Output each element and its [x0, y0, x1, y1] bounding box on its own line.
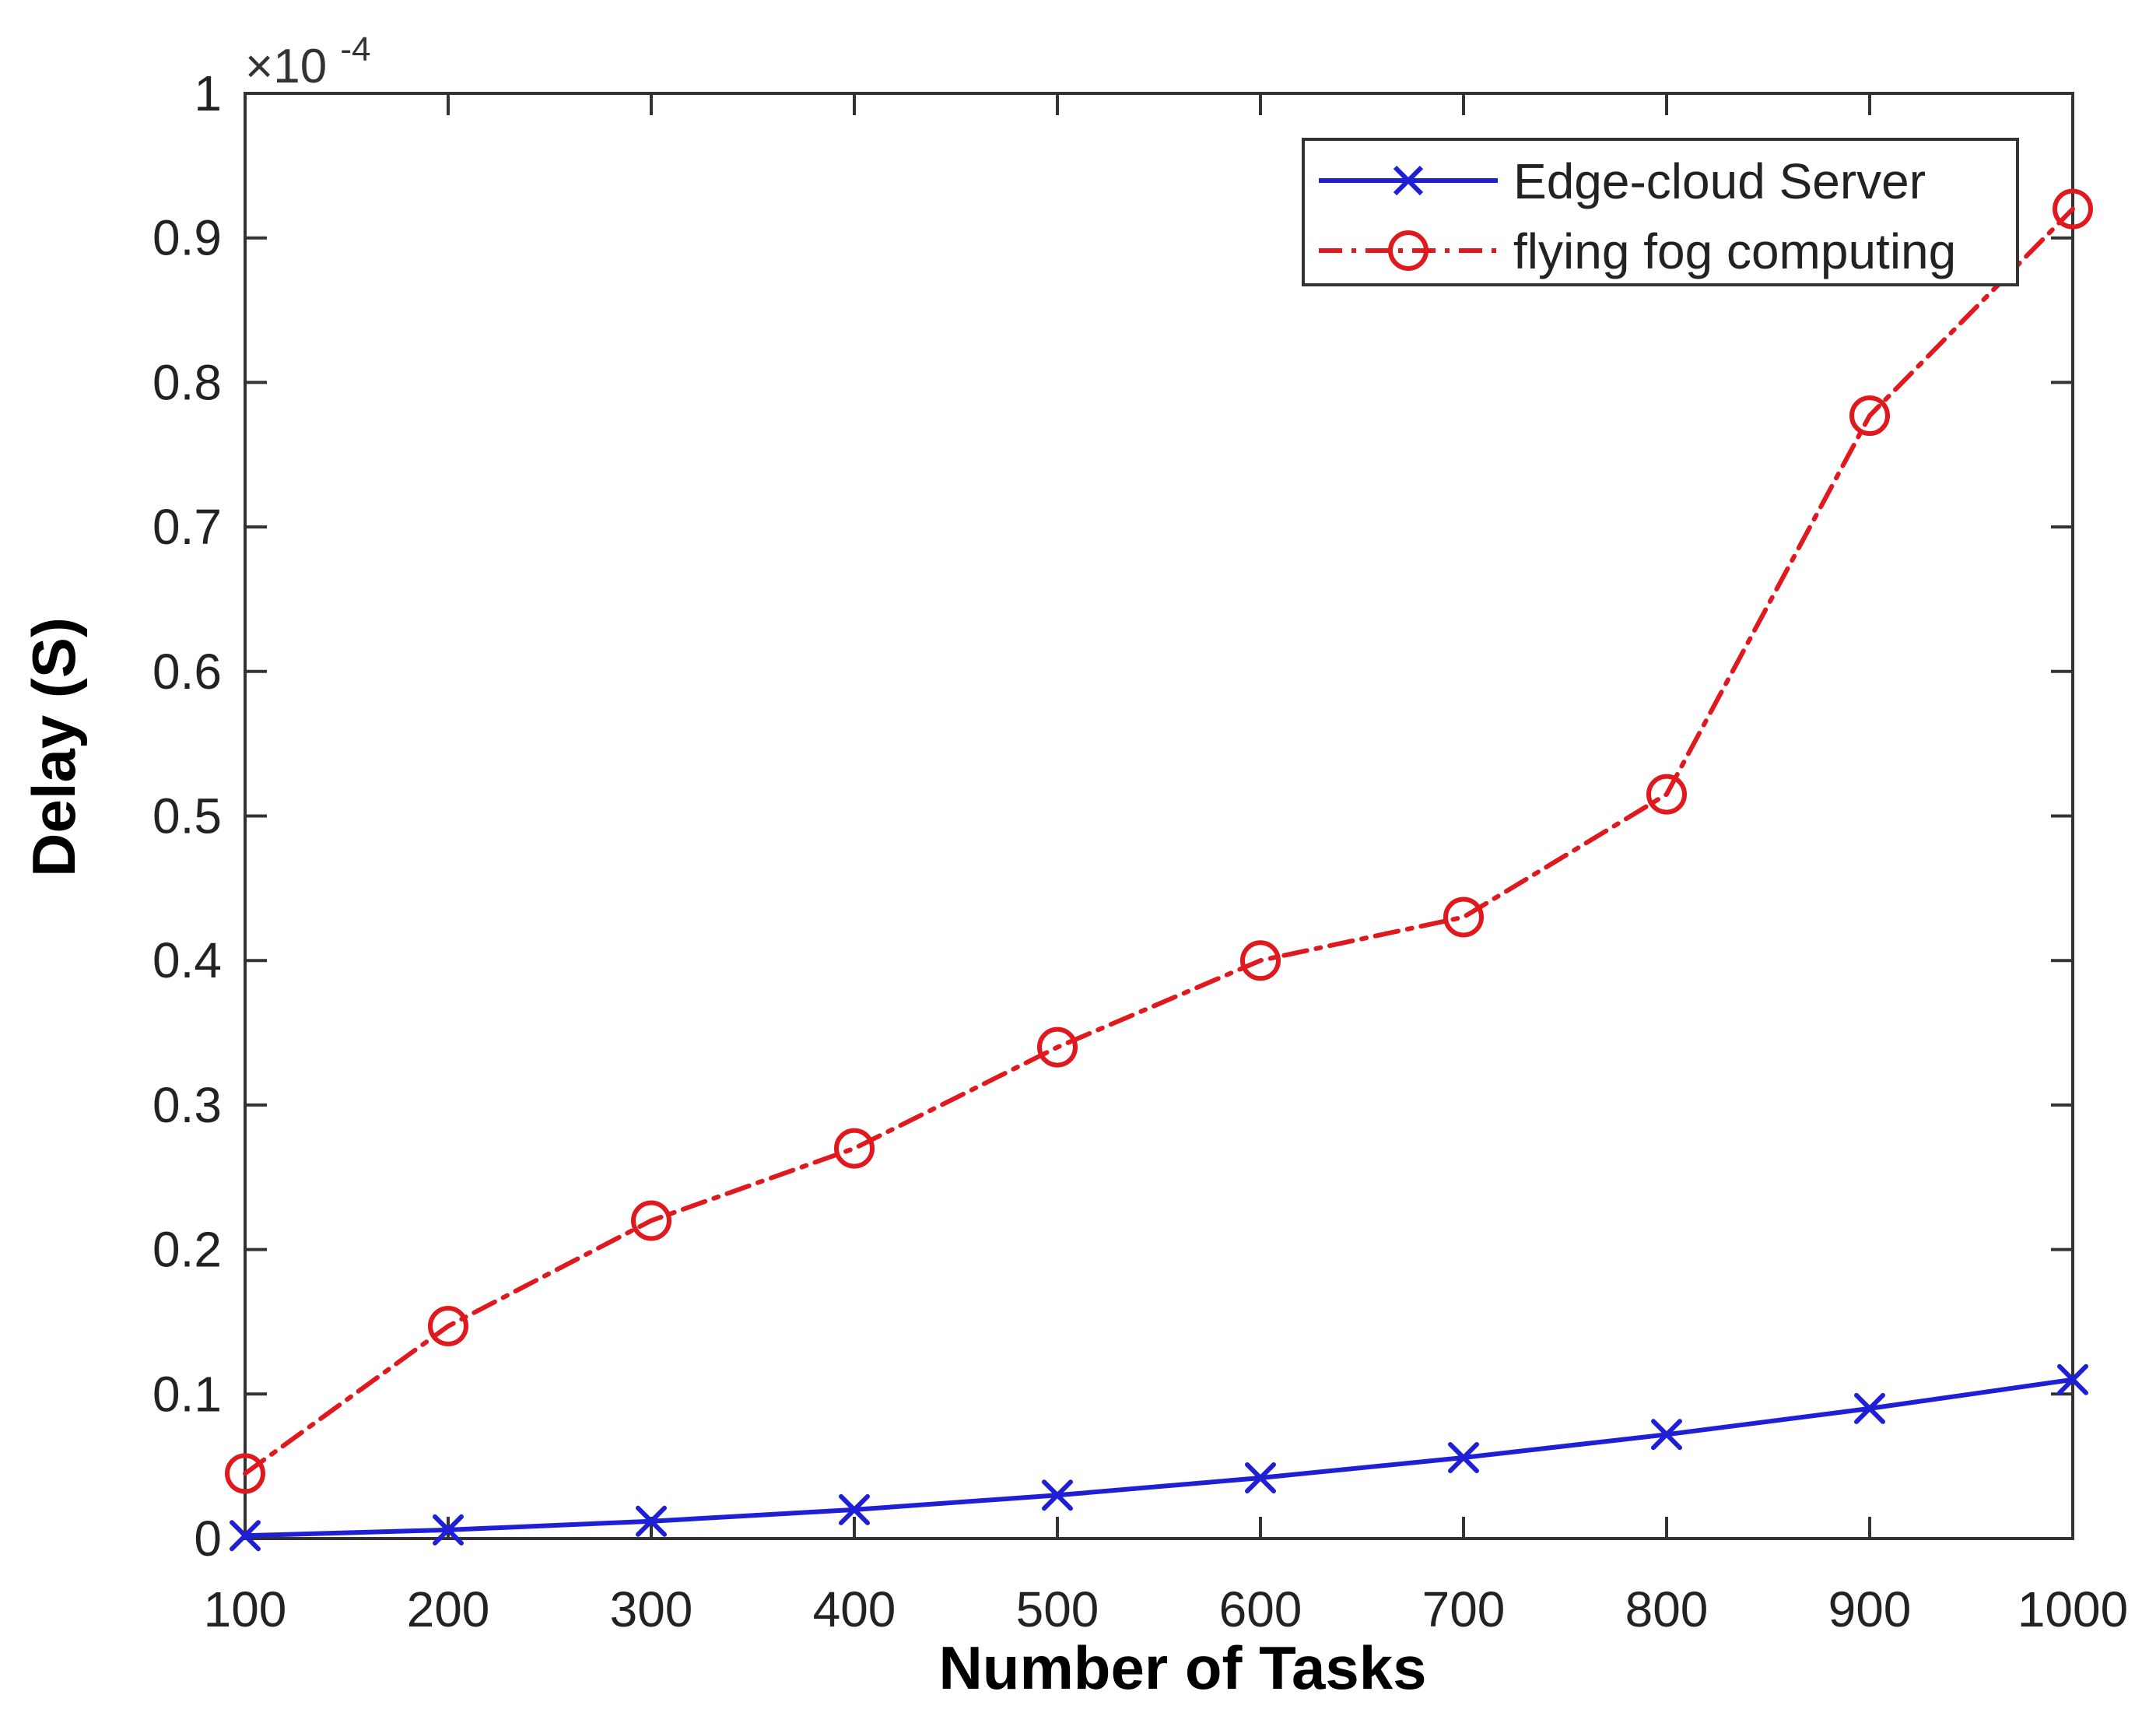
y-tick-label-0.6: 0.6 — [152, 644, 222, 700]
plot-frame — [244, 92, 2074, 1540]
x-tick-label-600: 600 — [1219, 1581, 1302, 1637]
series-line-flying-fog-computing — [243, 206, 2075, 1476]
y-exponent-power: -4 — [340, 30, 370, 68]
y-tick-label-0.9: 0.9 — [152, 210, 222, 266]
x-tick-label-1000: 1000 — [2018, 1581, 2128, 1637]
legend: Edge-cloud Server flying fog computing — [1302, 138, 2019, 286]
data-point-flying-fog-computing-100 — [225, 1453, 265, 1494]
data-point-edge-cloud-server-100 — [230, 1520, 261, 1552]
y-tick-label-0.4: 0.4 — [152, 932, 222, 988]
y-tick-label-0.3: 0.3 — [152, 1077, 222, 1133]
series-line-edge-cloud-server — [243, 1377, 2075, 1539]
y-tick-label-0.2: 0.2 — [152, 1222, 222, 1278]
y-axis-label: Delay (S) — [19, 617, 88, 877]
data-point-edge-cloud-server-400 — [839, 1493, 870, 1525]
tick-layer: 100 200 300 400 500 600 700 800 900 1000 0 0.1 0.2 0.… — [152, 65, 2128, 1637]
data-point-flying-fog-computing-200 — [428, 1306, 468, 1347]
data-point-flying-fog-computing-500 — [1037, 1026, 1078, 1068]
y-exponent-base: ×10 — [245, 40, 327, 93]
x-tick-label-300: 300 — [610, 1581, 693, 1637]
data-point-edge-cloud-server-900 — [1854, 1392, 1885, 1424]
y-tick-label-0.7: 0.7 — [152, 499, 222, 555]
legend-label-edge-cloud-server: Edge-cloud Server — [1513, 153, 1926, 209]
data-point-flying-fog-computing-800 — [1646, 774, 1687, 815]
x-tick-label-500: 500 — [1016, 1581, 1099, 1637]
y-tick-label-0.8: 0.8 — [152, 354, 222, 410]
y-tick-label-1: 1 — [194, 65, 222, 121]
y-tick-label-0: 0 — [194, 1511, 222, 1567]
data-point-edge-cloud-server-800 — [1651, 1419, 1682, 1451]
y-exponent-label: ×10 -4 — [245, 30, 371, 93]
data-point-flying-fog-computing-900 — [1849, 395, 1890, 437]
x-tick-label-900: 900 — [1828, 1581, 1912, 1637]
legend-marker-edge-cloud-server — [1393, 165, 1424, 196]
legend-label-flying-fog-computing: flying fog computing — [1513, 223, 1956, 279]
data-point-flying-fog-computing-1000 — [2053, 188, 2093, 230]
data-point-flying-fog-computing-300 — [631, 1200, 671, 1241]
x-tick-label-400: 400 — [813, 1581, 896, 1637]
data-point-edge-cloud-server-500 — [1042, 1479, 1073, 1511]
data-point-edge-cloud-server-600 — [1245, 1462, 1276, 1494]
y-tick-label-0.5: 0.5 — [152, 788, 222, 844]
plot-layer — [244, 92, 2074, 1540]
legend-marker-flying-fog-computing — [1388, 230, 1429, 271]
data-point-edge-cloud-server-1000 — [2057, 1363, 2088, 1395]
data-point-flying-fog-computing-700 — [1443, 897, 1484, 938]
x-tick-label-100: 100 — [204, 1581, 287, 1637]
x-tick-label-200: 200 — [407, 1581, 490, 1637]
x-tick-label-700: 700 — [1422, 1581, 1506, 1637]
data-point-flying-fog-computing-400 — [834, 1128, 875, 1169]
series-layer — [225, 188, 2093, 1552]
x-tick-label-800: 800 — [1625, 1581, 1709, 1637]
data-point-flying-fog-computing-600 — [1240, 940, 1281, 981]
y-tick-label-0.1: 0.1 — [152, 1366, 222, 1422]
data-point-edge-cloud-server-300 — [636, 1505, 667, 1537]
data-point-edge-cloud-server-700 — [1448, 1442, 1479, 1474]
x-axis-label: Number of Tasks — [938, 1634, 1426, 1702]
data-point-edge-cloud-server-200 — [433, 1514, 464, 1546]
